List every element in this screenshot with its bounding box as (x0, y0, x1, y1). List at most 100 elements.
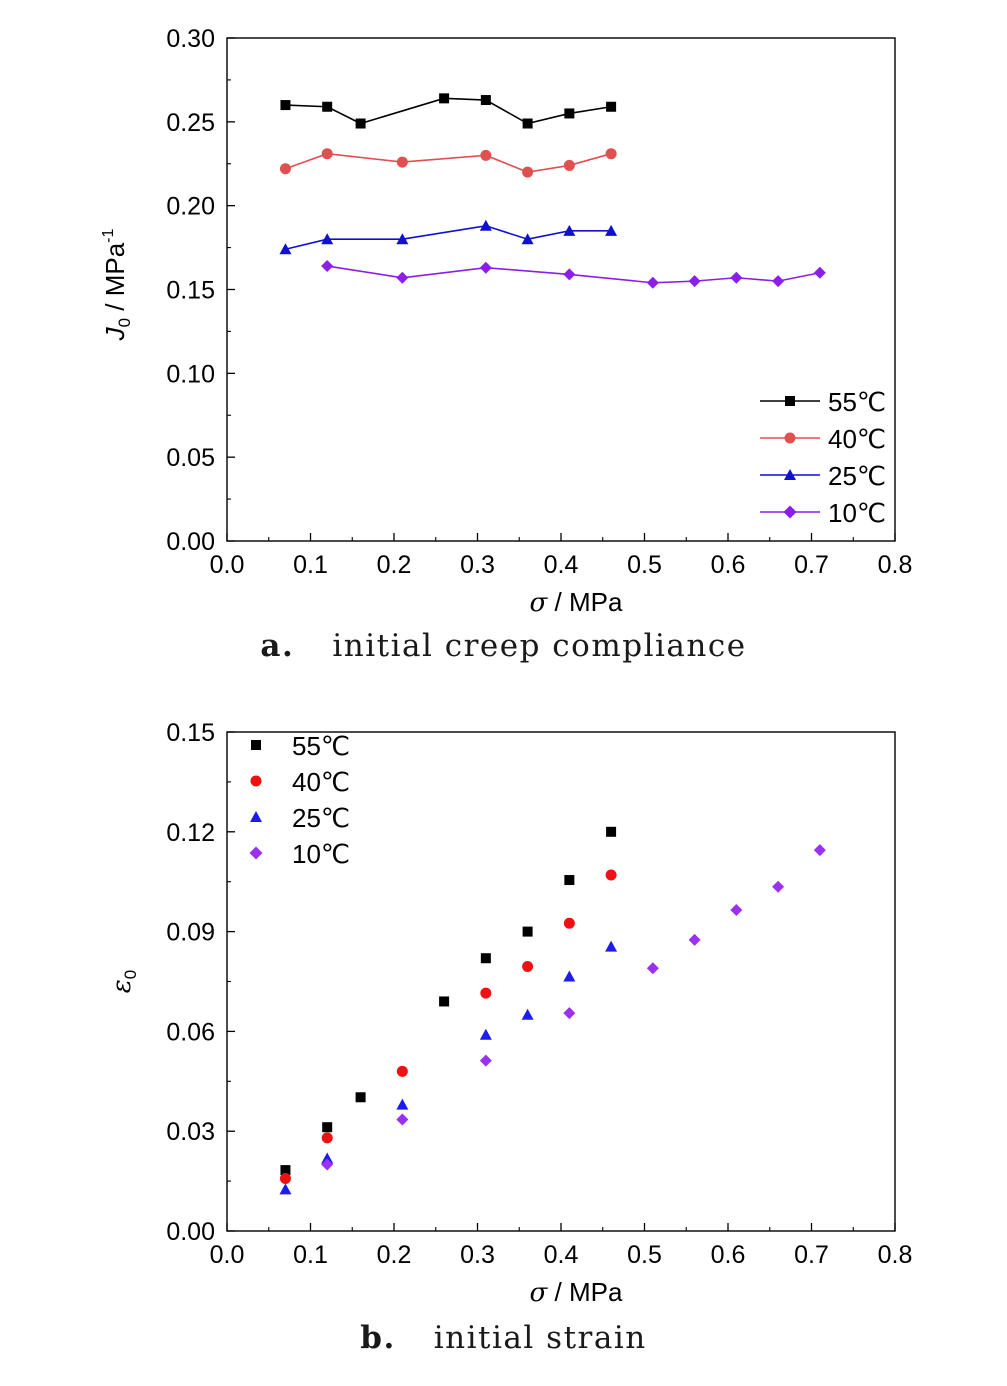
b-legend-label-10c: 10℃ (292, 839, 350, 869)
b-x-tick-label: 0.3 (460, 1241, 495, 1269)
a-series-line-55c (285, 97, 612, 125)
a-point-10c (396, 271, 409, 284)
a-point-40c (321, 148, 333, 160)
a-x-tick-label: 0.5 (627, 551, 662, 579)
a-point-10c (479, 261, 492, 274)
a-x-tick-label: 0.7 (794, 551, 829, 579)
a-point-25c (279, 243, 292, 255)
a-x-tick-label: 0.8 (878, 551, 913, 579)
a-point-25c (321, 233, 334, 245)
a-point-55c (480, 95, 491, 106)
a-point-55c (355, 118, 366, 129)
a-point-10c (813, 266, 826, 279)
b-point-25c (521, 1008, 534, 1020)
caption-a-letter: a. (260, 628, 295, 664)
a-point-10c (321, 260, 334, 273)
b-legend-label-25c: 25℃ (292, 803, 350, 833)
b-legend-marker-40c (250, 775, 262, 787)
b-x-tick-label: 0.4 (544, 1241, 579, 1269)
b-y-tick-label: 0.00 (166, 1218, 215, 1246)
a-plot-frame (226, 37, 896, 542)
a-point-40c (279, 163, 291, 175)
a-y-tick-label: 0.10 (166, 360, 215, 388)
b-point-10c (772, 880, 785, 893)
a-point-10c (646, 276, 659, 289)
chart-b: 0.0 0.1 0.2 0.3 0.4 0.5 0.6 0.7 0.8 0.00 0.03 0.06 0… (107, 719, 912, 1308)
a-y-tick-label: 0.25 (166, 109, 215, 137)
b-legend-marker-25c (250, 811, 262, 822)
b-point-25c (479, 1028, 492, 1040)
a-x-tick-label: 0.3 (460, 551, 495, 579)
b-point-40c (605, 869, 617, 881)
a-x-tick-label: 0.1 (293, 551, 328, 579)
a-legend-label-25c: 25℃ (828, 461, 886, 491)
a-series-line-25c (285, 224, 612, 251)
a-point-55c (522, 118, 533, 129)
b-point-10c (730, 903, 743, 916)
b-point-40c (563, 917, 575, 929)
b-point-40c (396, 1065, 408, 1077)
a-point-40c (396, 156, 408, 168)
b-legend-marker-10c (249, 846, 263, 860)
a-point-10c (772, 275, 785, 288)
b-x-tick-label: 0.0 (210, 1241, 245, 1269)
a-y-tick-label: 0.00 (166, 528, 215, 556)
b-point-25c (396, 1098, 409, 1110)
a-y-tick-label: 0.20 (166, 193, 215, 221)
chart-a: 0.0 0.1 0.2 0.3 0.4 0.5 0.6 0.7 0.8 0.00 0.05 0.10 0… (100, 25, 912, 618)
a-legend-label-55c: 55℃ (828, 387, 886, 417)
b-y-axis-label: ε0 (107, 970, 140, 993)
a-x-tick-label: 0.2 (377, 551, 412, 579)
a-point-25c (479, 219, 492, 231)
a-y-tick-label: 0.05 (166, 444, 215, 472)
a-point-55c (606, 101, 617, 112)
a-legend-marker-40c (784, 432, 796, 444)
b-point-25c (321, 1152, 334, 1164)
b-legend-marker-55c (251, 740, 261, 750)
b-point-55c (322, 1122, 333, 1133)
b-point-55c (439, 996, 450, 1007)
b-y-tick-label: 0.15 (166, 719, 215, 747)
b-y-tick-label: 0.03 (166, 1118, 215, 1146)
caption-b: b. initial strain (0, 1320, 1007, 1356)
b-point-10c (688, 933, 701, 946)
a-point-10c (563, 268, 576, 281)
b-x-tick-label: 0.8 (878, 1241, 913, 1269)
a-y-axis-label: J0 / MPa-1 (100, 228, 134, 341)
a-legend-marker-25c (784, 469, 796, 480)
b-legend-label-55c: 55℃ (292, 731, 350, 761)
b-point-40c (480, 987, 492, 999)
b-point-10c (646, 962, 659, 975)
caption-b-letter: b. (360, 1320, 396, 1356)
a-legend-marker-10c (783, 505, 797, 519)
a-point-40c (522, 166, 534, 178)
caption-a: a. initial creep compliance (0, 628, 1007, 664)
a-point-55c (280, 100, 291, 111)
a-point-55c (439, 93, 450, 104)
b-point-25c (605, 940, 618, 952)
a-point-10c (688, 275, 701, 288)
b-x-tick-label: 0.7 (794, 1241, 829, 1269)
b-point-10c (396, 1113, 409, 1126)
b-y-tick-label: 0.09 (166, 919, 215, 947)
b-point-10c (479, 1054, 492, 1067)
a-legend-label-10c: 10℃ (828, 498, 886, 528)
b-point-10c (813, 844, 826, 857)
b-point-40c (522, 961, 534, 973)
b-point-55c (606, 826, 617, 837)
a-point-40c (480, 149, 492, 161)
caption-b-text: initial strain (433, 1320, 647, 1356)
b-point-55c (522, 926, 533, 937)
b-point-10c (563, 1007, 576, 1020)
b-y-tick-label: 0.06 (166, 1018, 215, 1046)
caption-a-text: initial creep compliance (332, 628, 747, 664)
a-legend-label-40c: 40℃ (828, 424, 886, 454)
b-point-25c (279, 1183, 292, 1195)
b-point-40c (321, 1132, 333, 1144)
a-point-40c (605, 148, 617, 160)
a-x-tick-label: 0.4 (544, 551, 579, 579)
a-point-55c (322, 101, 333, 112)
b-point-40c (279, 1172, 291, 1184)
b-point-55c (280, 1165, 291, 1176)
